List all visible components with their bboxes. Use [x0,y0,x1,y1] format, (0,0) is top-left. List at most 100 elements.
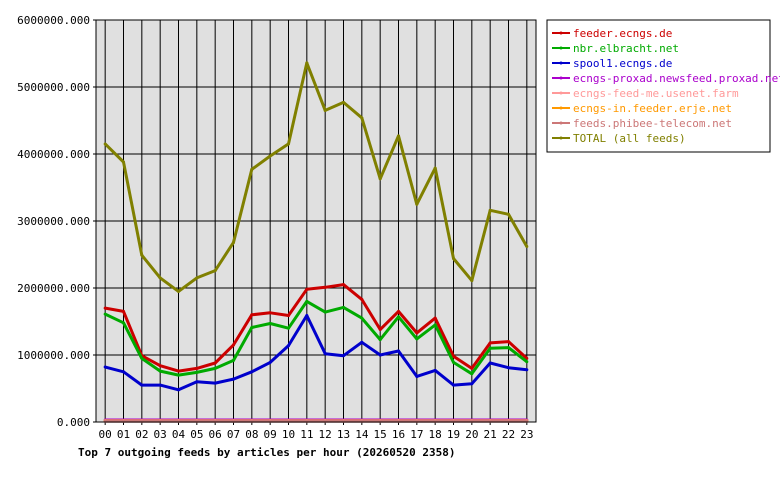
x-tick-label: 22 [502,428,515,441]
data-point [470,366,474,370]
y-tick-label: 5000000.000 [17,81,90,94]
data-point [140,253,144,257]
data-point [397,134,400,138]
data-point [323,285,327,289]
legend-entry: ecngs-in.feeder.erje.net [552,102,732,115]
data-point [433,316,437,320]
data-point [323,352,327,356]
data-point [287,142,290,146]
legend-marker [559,91,563,95]
data-point [305,61,309,65]
chart-title: Top 7 outgoing feeds by articles per hou… [78,446,456,459]
data-point [488,341,492,345]
data-point [525,244,529,248]
data-point [250,313,254,317]
data-point [433,368,437,372]
data-point [177,373,180,377]
x-tick-label: 00 [99,428,112,441]
legend-label: feeds.phibee-telecom.net [573,117,732,130]
x-tick-label: 03 [154,428,167,441]
data-point [158,276,162,280]
y-tick-label: 3000000.000 [17,215,90,228]
data-point [250,326,254,330]
data-point [177,369,180,373]
legend-box [546,19,771,153]
data-point [177,388,180,392]
data-point [488,361,492,365]
data-point [470,279,474,283]
legend: feeder.ecngs.de nbr.elbracht.net spool1.ec… [546,19,780,153]
x-tick-label: 07 [227,428,240,441]
data-point [103,142,107,146]
data-point [232,343,235,347]
series-line [104,299,528,377]
data-point [470,382,474,386]
data-point [452,354,455,358]
legend-marker [559,61,563,65]
x-tick-label: 13 [337,428,350,441]
legend-entry: ecngs-proxad.newsfeed.proxad.net [552,72,780,85]
data-point [433,323,437,327]
data-point [158,369,162,373]
data-point [507,346,510,350]
x-tick-label: 16 [392,428,405,441]
data-point [488,346,492,350]
data-point [305,287,309,291]
x-tick-label: 23 [520,428,533,441]
data-point [470,372,474,376]
x-tick-label: 14 [355,428,369,441]
data-point [397,315,400,319]
data-point [525,368,529,372]
data-point [342,305,345,309]
data-point [213,269,217,273]
legend-marker [559,46,563,50]
data-point [525,356,529,360]
data-point [378,338,382,342]
legend-marker [559,31,563,35]
data-point [177,289,180,293]
legend-label: feeder.ecngs.de [573,27,672,40]
x-tick-label: 12 [319,428,332,441]
data-point [195,370,199,374]
data-point [232,377,235,381]
data-point [213,361,217,365]
legend-entry: feeder.ecngs.de [552,27,672,40]
plot-frame [95,19,537,423]
data-point [433,166,437,170]
data-point [250,370,254,374]
data-point [103,365,107,369]
data-point [287,326,290,330]
data-point [415,331,419,335]
series-line [104,283,528,373]
data-point [342,100,345,104]
data-point [268,360,272,364]
x-tick-label: 19 [447,428,460,441]
data-point [452,257,455,261]
data-point [360,297,364,301]
data-point [195,380,199,384]
data-point [525,360,529,364]
data-point [360,116,364,120]
x-tick-label: 09 [264,428,277,441]
x-tick-label: 10 [282,428,295,441]
data-point [103,306,107,310]
y-tick-label: 0.000 [57,416,90,429]
data-point [415,337,419,341]
data-point [397,309,400,313]
data-point [250,167,254,171]
data-point [507,340,510,344]
data-point [232,358,235,362]
y-tick-label: 1000000.000 [17,349,90,362]
data-point [195,276,199,280]
data-point [122,160,125,164]
data-point [323,108,327,112]
y-tick-label: 6000000.000 [17,14,90,27]
data-point [140,383,144,387]
x-tick-label: 18 [429,428,442,441]
x-tick-label: 20 [465,428,478,441]
data-point [122,370,125,374]
data-point [378,177,382,181]
data-point [103,312,107,316]
data-point [122,309,125,313]
